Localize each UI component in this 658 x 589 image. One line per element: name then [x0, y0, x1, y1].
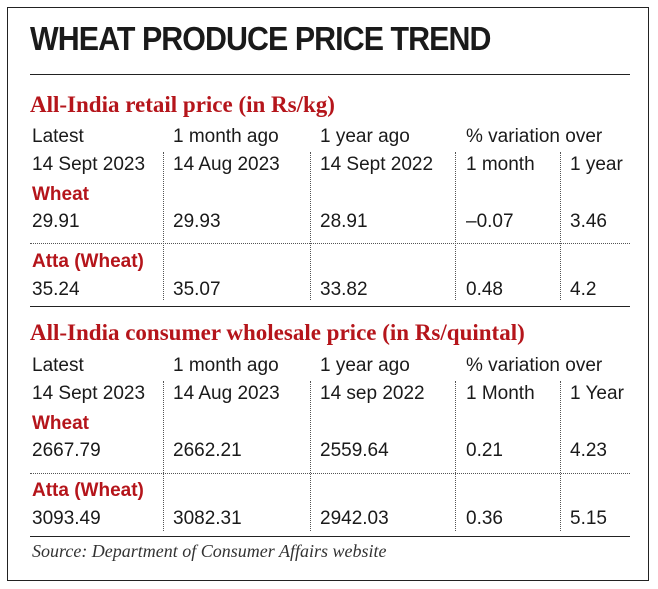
wholesale-wheat-var-year: 4.23: [570, 440, 607, 461]
source-note: Source: Department of Consumer Affairs w…: [32, 541, 387, 561]
retail-header-month: 1 month ago: [173, 126, 279, 147]
wholesale-wheat-var-month: 0.21: [466, 440, 503, 461]
retail-column-divider: [560, 152, 561, 300]
wholesale-date-year: 14 sep 2022: [320, 383, 425, 404]
retail-date-year: 14 Sept 2022: [320, 154, 434, 175]
wholesale-row-wheat-label: Wheat: [32, 413, 89, 434]
retail-header-variation: % variation over: [466, 126, 603, 147]
retail-date-latest: 14 Sept 2023: [32, 154, 146, 175]
retail-wheat-var-year: 3.46: [570, 211, 607, 232]
retail-date-month: 14 Aug 2023: [173, 154, 280, 175]
title-rule: [30, 74, 630, 75]
wholesale-wheat-month: 2662.21: [173, 440, 242, 461]
retail-atta-latest: 35.24: [32, 279, 80, 300]
source-rule: [30, 536, 630, 537]
wholesale-column-divider: [455, 381, 456, 531]
infographic-frame: [7, 7, 649, 581]
retail-atta-year: 33.82: [320, 279, 368, 300]
retail-row-wheat-label: Wheat: [32, 184, 89, 205]
wholesale-column-divider: [310, 381, 311, 531]
section-rule: [30, 306, 630, 307]
retail-atta-var-month: 0.48: [466, 279, 503, 300]
wholesale-var-month-label: 1 Month: [466, 383, 535, 404]
wholesale-atta-month: 3082.31: [173, 508, 242, 529]
wholesale-date-latest: 14 Sept 2023: [32, 383, 146, 404]
retail-column-divider: [310, 152, 311, 300]
wholesale-atta-var-year: 5.15: [570, 508, 607, 529]
wholesale-row-divider: [30, 473, 630, 474]
retail-wheat-latest: 29.91: [32, 211, 80, 232]
wholesale-column-divider: [163, 381, 164, 531]
wholesale-header-month: 1 month ago: [173, 355, 279, 376]
retail-wheat-var-month: –0.07: [466, 211, 514, 232]
retail-column-divider: [455, 152, 456, 300]
wholesale-atta-year: 2942.03: [320, 508, 389, 529]
retail-row-divider: [30, 243, 630, 244]
wholesale-wheat-latest: 2667.79: [32, 440, 101, 461]
retail-wheat-month: 29.93: [173, 211, 221, 232]
wholesale-header-variation: % variation over: [466, 355, 603, 376]
wholesale-atta-var-month: 0.36: [466, 508, 503, 529]
wholesale-date-month: 14 Aug 2023: [173, 383, 280, 404]
retail-row-atta-label: Atta (Wheat): [32, 251, 144, 272]
retail-wheat-year: 28.91: [320, 211, 368, 232]
page-title: WHEAT PRODUCE PRICE TREND: [30, 20, 491, 57]
wholesale-header-latest: Latest: [32, 355, 84, 376]
retail-section-title: All-India retail price (in Rs/kg): [30, 92, 335, 117]
wholesale-section-title: All-India consumer wholesale price (in R…: [30, 320, 525, 345]
retail-header-year: 1 year ago: [320, 126, 410, 147]
retail-var-month-label: 1 month: [466, 154, 535, 175]
wholesale-wheat-year: 2559.64: [320, 440, 389, 461]
wholesale-column-divider: [560, 381, 561, 531]
retail-header-latest: Latest: [32, 126, 84, 147]
wholesale-var-year-label: 1 Year: [570, 383, 624, 404]
retail-var-year-label: 1 year: [570, 154, 623, 175]
retail-column-divider: [163, 152, 164, 300]
retail-atta-var-year: 4.2: [570, 279, 597, 300]
wholesale-atta-latest: 3093.49: [32, 508, 101, 529]
retail-atta-month: 35.07: [173, 279, 221, 300]
wholesale-header-year: 1 year ago: [320, 355, 410, 376]
wholesale-row-atta-label: Atta (Wheat): [32, 480, 144, 501]
